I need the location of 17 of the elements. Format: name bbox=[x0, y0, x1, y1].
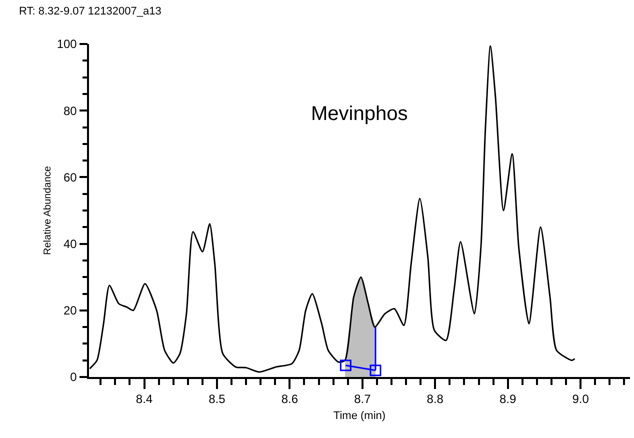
x-tick-label: 8.6 bbox=[281, 392, 298, 406]
x-tick-label: 8.4 bbox=[136, 392, 153, 406]
x-tick-label: 8.7 bbox=[354, 392, 372, 406]
x-axis-title: Time (min) bbox=[333, 410, 386, 422]
y-axis-title: Relative Abundance bbox=[42, 166, 54, 255]
x-tick-label: 8.5 bbox=[208, 392, 226, 406]
y-tick-label: 0 bbox=[70, 370, 78, 384]
y-tick-label: 80 bbox=[63, 104, 78, 118]
y-tick-label: 60 bbox=[63, 170, 78, 184]
y-tick-label: 100 bbox=[56, 37, 78, 52]
y-tick-label: 20 bbox=[63, 304, 78, 318]
x-tick-label: 8.9 bbox=[499, 392, 517, 406]
y-tick-label: 40 bbox=[63, 237, 78, 251]
x-tick-label: 9.0 bbox=[572, 392, 590, 406]
chart-title: RT: 8.32-9.07 12132007_a13 bbox=[19, 5, 162, 18]
annotation: Mevinphos bbox=[311, 103, 408, 125]
x-tick-label: 8.8 bbox=[426, 392, 444, 406]
